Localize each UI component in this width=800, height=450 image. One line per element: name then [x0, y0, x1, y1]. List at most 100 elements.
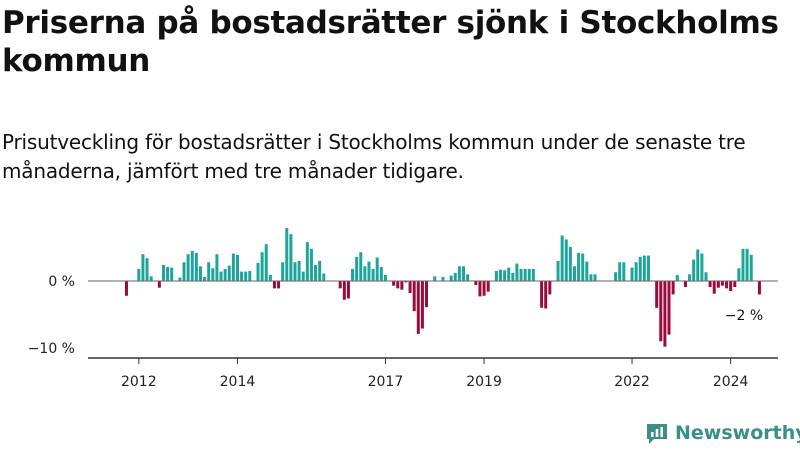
bar	[425, 281, 429, 308]
bar	[351, 268, 355, 281]
bar	[688, 274, 692, 281]
bar	[618, 262, 622, 281]
bar	[207, 262, 211, 281]
bar	[560, 235, 564, 281]
bar	[338, 281, 342, 289]
bar	[499, 269, 502, 281]
bar	[478, 281, 482, 297]
bar	[375, 257, 379, 281]
bar	[383, 274, 387, 281]
bar	[198, 266, 202, 281]
bar	[568, 246, 572, 281]
bar	[392, 281, 396, 286]
bar	[593, 274, 597, 281]
bar	[161, 264, 165, 281]
bar	[322, 273, 326, 281]
bar	[416, 281, 420, 334]
bar-chart: 0 % −10 % 2012 2014 2017 2019 2022 2024 −2 %	[28, 228, 778, 390]
bar	[519, 268, 523, 281]
x-tick-label: 2024	[713, 374, 749, 390]
bar	[244, 271, 248, 281]
bar	[314, 264, 318, 281]
x-tick-label: 2022	[614, 374, 650, 390]
bar	[223, 268, 227, 281]
bar	[720, 281, 724, 286]
bar	[523, 268, 527, 281]
bar	[355, 256, 359, 281]
bar	[404, 281, 408, 283]
bar	[548, 281, 552, 295]
bar	[346, 281, 350, 299]
bar	[408, 281, 412, 294]
newsworthy-logo-icon	[647, 424, 667, 444]
bar	[572, 266, 576, 281]
bar	[301, 271, 305, 281]
bar	[716, 281, 720, 288]
bar	[227, 265, 231, 281]
bar	[474, 281, 478, 286]
bar	[260, 252, 264, 281]
bar	[194, 252, 198, 281]
bar	[359, 252, 363, 281]
bar	[363, 266, 367, 281]
bar	[367, 261, 371, 281]
bar	[708, 281, 712, 288]
bar	[556, 260, 560, 281]
bar	[178, 277, 182, 281]
bar	[211, 268, 215, 281]
bar	[589, 274, 593, 281]
bar	[441, 276, 445, 281]
brand-logo[interactable]: Newsworthy	[645, 420, 800, 446]
bar	[157, 281, 161, 288]
bar	[737, 268, 741, 281]
x-tick-marks: 2012 2014 2017 2019 2022 2024	[121, 358, 749, 390]
bar	[231, 253, 235, 281]
bar	[318, 260, 322, 281]
bars-group	[124, 228, 761, 347]
x-tick-label: 2019	[466, 374, 502, 390]
y-tick-label: −10 %	[28, 341, 75, 357]
bar	[515, 263, 519, 281]
bar	[235, 254, 239, 281]
bar	[638, 256, 642, 281]
bar	[305, 242, 309, 281]
bar	[634, 262, 638, 281]
bar	[420, 281, 424, 329]
x-tick-label: 2014	[220, 374, 256, 390]
bar	[277, 281, 281, 289]
bar	[507, 267, 511, 281]
bar	[683, 281, 687, 288]
bar	[511, 272, 515, 281]
bar	[342, 281, 346, 300]
y-tick-label: 0 %	[48, 274, 75, 290]
bar	[272, 281, 276, 289]
y-tick-labels: 0 % −10 %	[28, 274, 75, 357]
bar	[371, 268, 375, 281]
bar	[712, 281, 716, 294]
bar	[182, 262, 186, 281]
bar	[671, 281, 675, 295]
bar	[285, 228, 289, 281]
bar	[297, 260, 301, 281]
bar	[453, 272, 457, 281]
bar	[692, 259, 696, 281]
bar	[733, 281, 737, 288]
bar	[141, 254, 145, 281]
bar	[248, 270, 252, 281]
bar	[725, 281, 729, 289]
bar	[203, 276, 207, 281]
bar	[412, 281, 416, 312]
bar	[577, 252, 581, 281]
bar	[540, 281, 544, 308]
bar	[268, 274, 272, 281]
bar	[757, 281, 761, 295]
bar	[433, 276, 437, 281]
bar	[646, 255, 650, 281]
bar	[396, 281, 400, 289]
bar	[137, 268, 141, 281]
chart-subtitle: Prisutveckling för bostadsrätter i Stock…	[2, 130, 746, 183]
bar	[281, 262, 285, 281]
brand-name: Newsworthy	[675, 422, 800, 444]
bar	[614, 272, 618, 281]
bar	[219, 271, 223, 281]
